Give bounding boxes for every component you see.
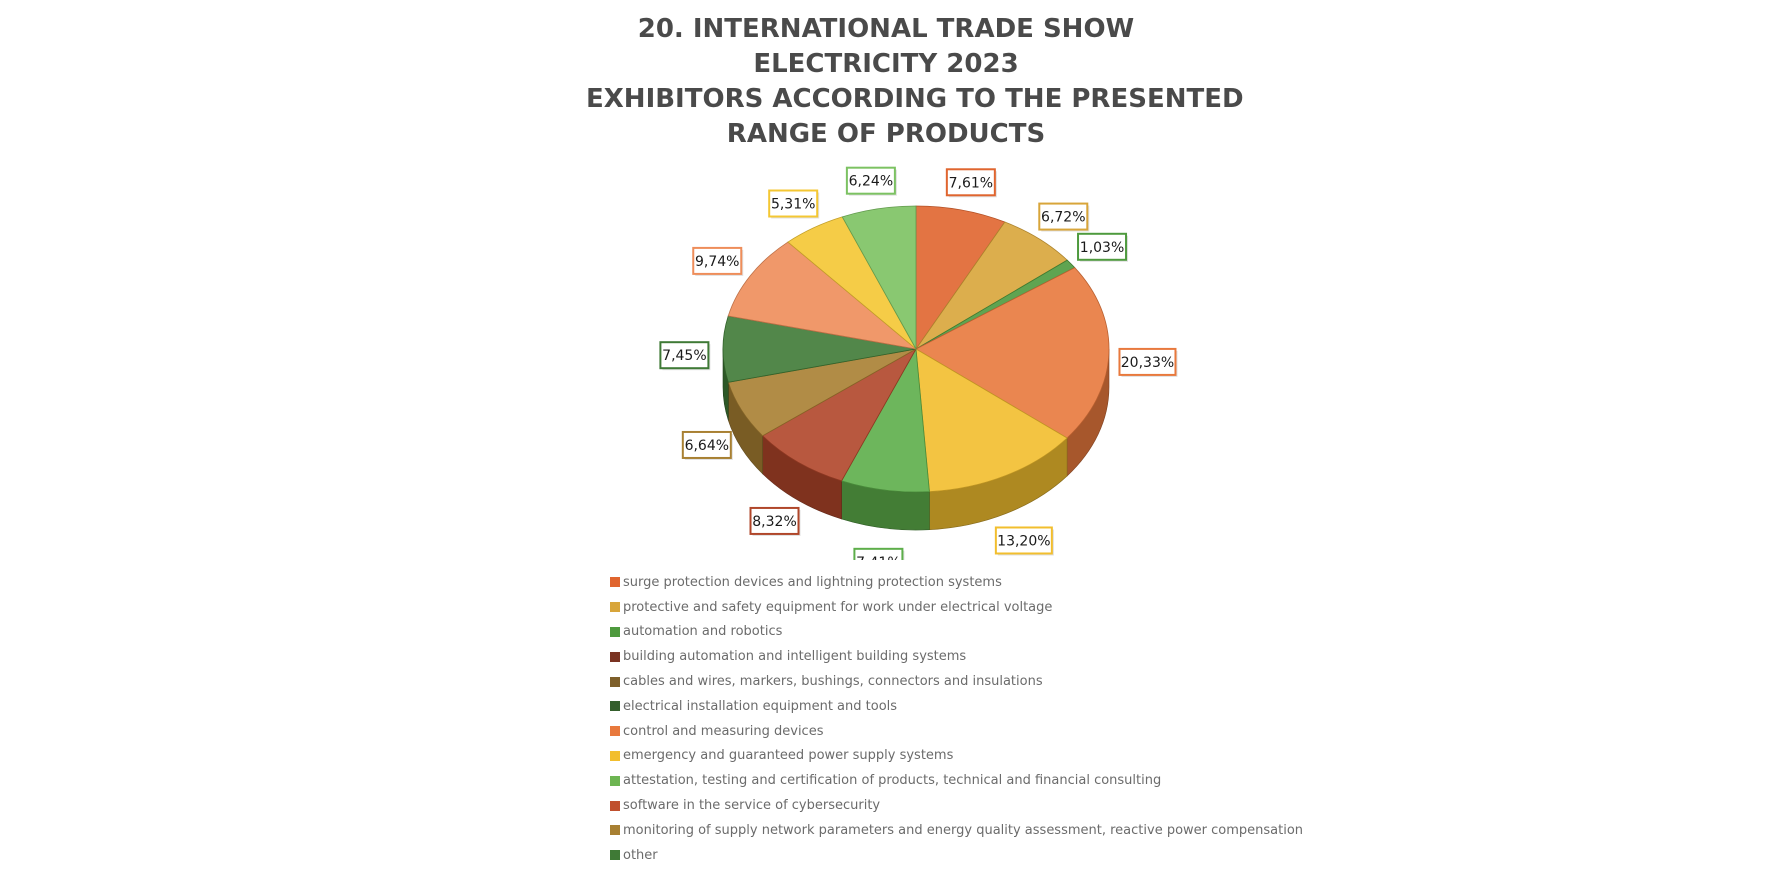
pie-data-label: 7,61% xyxy=(945,168,997,198)
legend-label: automation and robotics xyxy=(623,624,783,640)
legend-item: protective and safety equipment for work… xyxy=(610,595,1303,620)
legend-swatch xyxy=(610,577,620,588)
chart-title-line: ELECTRICITY 2023 xyxy=(753,49,1019,79)
pie-data-label-text: 7,61% xyxy=(949,175,993,191)
pie-slice xyxy=(761,347,918,482)
pie-data-label-text: 6,24% xyxy=(849,174,893,190)
legend-swatch xyxy=(610,800,620,811)
pie-data-label: 9,74% xyxy=(692,246,744,276)
pie-chart: 7,61% 6,72% 1,03% 20,33% 13,20% 7,41% 8,32% 6,6… xyxy=(659,166,1178,560)
legend-label: monitoring of supply network parameters … xyxy=(623,822,1304,838)
legend-swatch xyxy=(610,726,620,737)
chart-title-line: EXHIBITORS ACCORDING TO THE PRESENTED xyxy=(586,84,1244,114)
legend-swatch xyxy=(610,775,620,786)
legend-swatch xyxy=(610,825,620,836)
pie-data-label: 6,72% xyxy=(1038,202,1090,232)
legend-item: emergency and guaranteed power supply sy… xyxy=(610,744,1303,769)
pie-slice xyxy=(727,241,918,350)
legend-swatch xyxy=(610,651,620,662)
legend-item: monitoring of supply network parameters … xyxy=(610,818,1303,843)
legend-label: other xyxy=(623,847,658,863)
chart-title-line: RANGE OF PRODUCTS xyxy=(726,119,1046,149)
legend-item: automation and robotics xyxy=(610,620,1303,645)
legend-item: building automation and intelligent buil… xyxy=(610,644,1303,669)
legend-swatch xyxy=(610,626,620,637)
pie-data-label-text: 1,03% xyxy=(1080,240,1124,256)
legend-item: control and measuring devices xyxy=(610,719,1303,744)
pie-slice xyxy=(915,348,1068,493)
pie-data-label: 7,45% xyxy=(659,341,711,371)
pie-data-label-text: 7,45% xyxy=(662,348,706,364)
legend-label: surge protection devices and lightning p… xyxy=(623,574,1002,590)
pie-top xyxy=(722,205,1110,493)
pie-slice xyxy=(841,205,917,351)
pie-data-label: 7,41% xyxy=(853,547,905,560)
pie-labels: 7,61% 6,72% 1,03% 20,33% 13,20% 7,41% 8,32% 6,6… xyxy=(659,166,1178,560)
legend-label: building automation and intelligent buil… xyxy=(623,649,967,665)
chart-title-line: 20. INTERNATIONAL TRADE SHOW xyxy=(637,14,1135,44)
legend-swatch xyxy=(610,750,620,761)
pie-data-label-text: 6,72% xyxy=(1041,210,1085,226)
chart-title: 20. INTERNATIONAL TRADE SHOW ELECTRICITY… xyxy=(586,12,1244,152)
pie-data-label: 20,33% xyxy=(1118,347,1178,377)
legend-swatch xyxy=(610,850,620,861)
pie-data-label: 13,20% xyxy=(994,526,1054,556)
legend-label: attestation, testing and certification o… xyxy=(623,773,1162,789)
pie-slice xyxy=(915,267,1110,439)
pie-data-label-text: 7,41% xyxy=(856,555,900,560)
pie-data-label: 5,31% xyxy=(768,189,820,219)
legend-item: other xyxy=(610,843,1303,868)
pie-data-label-text: 13,20% xyxy=(997,533,1050,549)
legend-item: cables and wires, markers, bushings, con… xyxy=(610,669,1303,694)
legend-label: cables and wires, markers, bushings, con… xyxy=(623,674,1043,690)
pie-data-label: 1,03% xyxy=(1077,232,1129,262)
pie-data-label-text: 20,33% xyxy=(1121,355,1174,371)
legend-swatch xyxy=(610,676,620,687)
pie-data-label: 8,32% xyxy=(749,506,801,536)
legend-swatch xyxy=(610,701,620,712)
legend-label: protective and safety equipment for work… xyxy=(623,599,1053,615)
pie-data-label-text: 5,31% xyxy=(771,197,815,213)
legend-item: attestation, testing and certification o… xyxy=(610,768,1303,793)
legend-item: software in the service of cybersecurity xyxy=(610,793,1303,818)
legend-label: software in the service of cybersecurity xyxy=(623,798,881,814)
pie-data-label: 6,64% xyxy=(681,430,733,460)
legend-label: control and measuring devices xyxy=(623,723,824,739)
pie-data-label-text: 9,74% xyxy=(695,254,739,270)
pie-data-label: 6,24% xyxy=(845,166,897,196)
legend-label: electrical installation equipment and to… xyxy=(623,698,898,714)
legend-item: surge protection devices and lightning p… xyxy=(610,570,1303,595)
pie-data-label-text: 8,32% xyxy=(752,514,796,530)
legend: surge protection devices and lightning p… xyxy=(610,570,1303,868)
legend-swatch xyxy=(610,602,620,613)
legend-label: emergency and guaranteed power supply sy… xyxy=(623,748,954,764)
legend-item: electrical installation equipment and to… xyxy=(610,694,1303,719)
pie-data-label-text: 6,64% xyxy=(685,438,729,454)
